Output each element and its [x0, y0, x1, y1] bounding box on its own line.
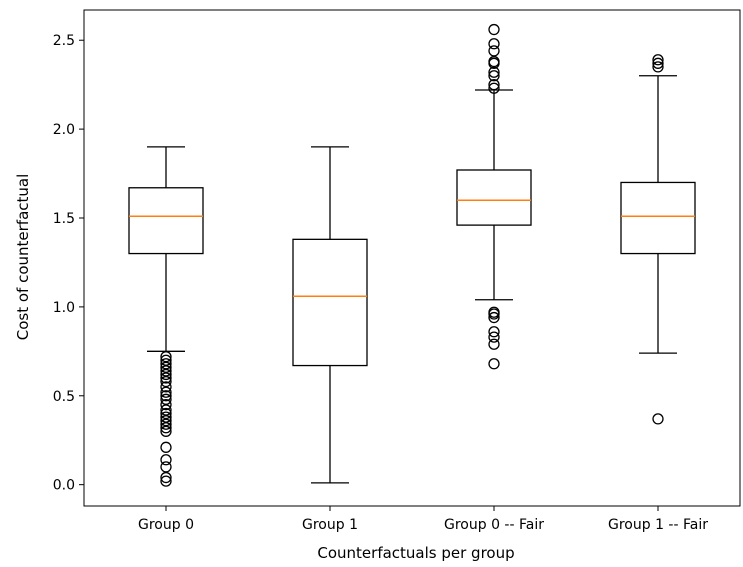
outlier-point	[160, 422, 172, 434]
outlier-point	[488, 331, 500, 343]
outlier-point	[160, 358, 172, 370]
outlier-point	[488, 308, 500, 320]
axes-frame	[83, 9, 741, 507]
outlier-point	[488, 38, 500, 50]
x-tick-label: Group 0	[138, 517, 194, 533]
outlier-point	[160, 372, 172, 384]
outlier-point	[488, 338, 500, 350]
outlier-point	[488, 79, 500, 91]
outlier-point	[160, 461, 172, 473]
box-iqr	[620, 181, 696, 255]
outlier-point	[488, 82, 500, 94]
outlier-point	[160, 381, 172, 393]
outlier-point	[160, 441, 172, 453]
outlier-point	[160, 368, 172, 381]
outlier-point	[160, 404, 172, 416]
box-group	[292, 146, 368, 484]
outlier-point	[160, 365, 172, 377]
outlier-point	[652, 61, 664, 73]
outlier-point	[160, 361, 172, 373]
outlier-point	[160, 425, 172, 437]
outlier-point	[160, 399, 172, 411]
outlier-point	[488, 70, 500, 82]
outlier-point	[160, 475, 172, 487]
outlier-point	[160, 407, 172, 420]
x-tick-label: Group 1 -- Fair	[608, 517, 708, 533]
box-iqr	[128, 187, 204, 255]
outlier-point	[160, 375, 172, 388]
outlier-point	[160, 351, 172, 363]
outlier-point	[488, 326, 500, 338]
outlier-point	[652, 57, 664, 69]
x-axis: Group 0 Group 1 Group 0 -- Fair Group 1 -- …	[138, 506, 708, 533]
outlier-point	[652, 413, 664, 425]
x-tick-label: Group 0 -- Fair	[444, 517, 544, 533]
x-tick-label: Group 1	[302, 517, 358, 533]
box-group	[128, 146, 204, 487]
y-axis: 0.0 0.5 1.0 1.5 2.0 2.5	[53, 33, 84, 494]
y-tick-label: 2.5	[53, 33, 75, 49]
outlier-point	[160, 471, 172, 484]
y-axis-label: Cost of counterfactual	[14, 174, 32, 341]
outlier-point	[488, 311, 500, 324]
y-tick-label: 2.0	[53, 122, 75, 138]
outlier-point	[160, 411, 172, 423]
outlier-point	[652, 54, 664, 66]
y-tick-label: 1.5	[53, 211, 75, 227]
plot-area	[83, 9, 741, 507]
box-marks	[128, 23, 696, 487]
box-group	[620, 54, 696, 425]
outlier-point	[160, 386, 172, 398]
outlier-point	[488, 66, 500, 78]
outlier-point	[488, 358, 500, 370]
y-tick-label: 1.0	[53, 300, 75, 316]
box-iqr	[456, 169, 532, 226]
outlier-point	[160, 454, 172, 466]
outlier-point	[488, 45, 500, 57]
outlier-point	[488, 57, 500, 69]
outlier-point	[160, 418, 172, 430]
outlier-point	[160, 393, 172, 405]
box-group	[456, 23, 532, 370]
y-tick-label: 0.0	[53, 478, 75, 494]
outlier-point	[160, 354, 172, 366]
y-tick-label: 0.5	[53, 389, 75, 405]
outlier-point	[160, 415, 172, 427]
x-axis-label: Counterfactuals per group	[317, 544, 514, 562]
outlier-point	[488, 23, 500, 36]
box-iqr	[292, 238, 368, 367]
outlier-point	[160, 390, 172, 402]
